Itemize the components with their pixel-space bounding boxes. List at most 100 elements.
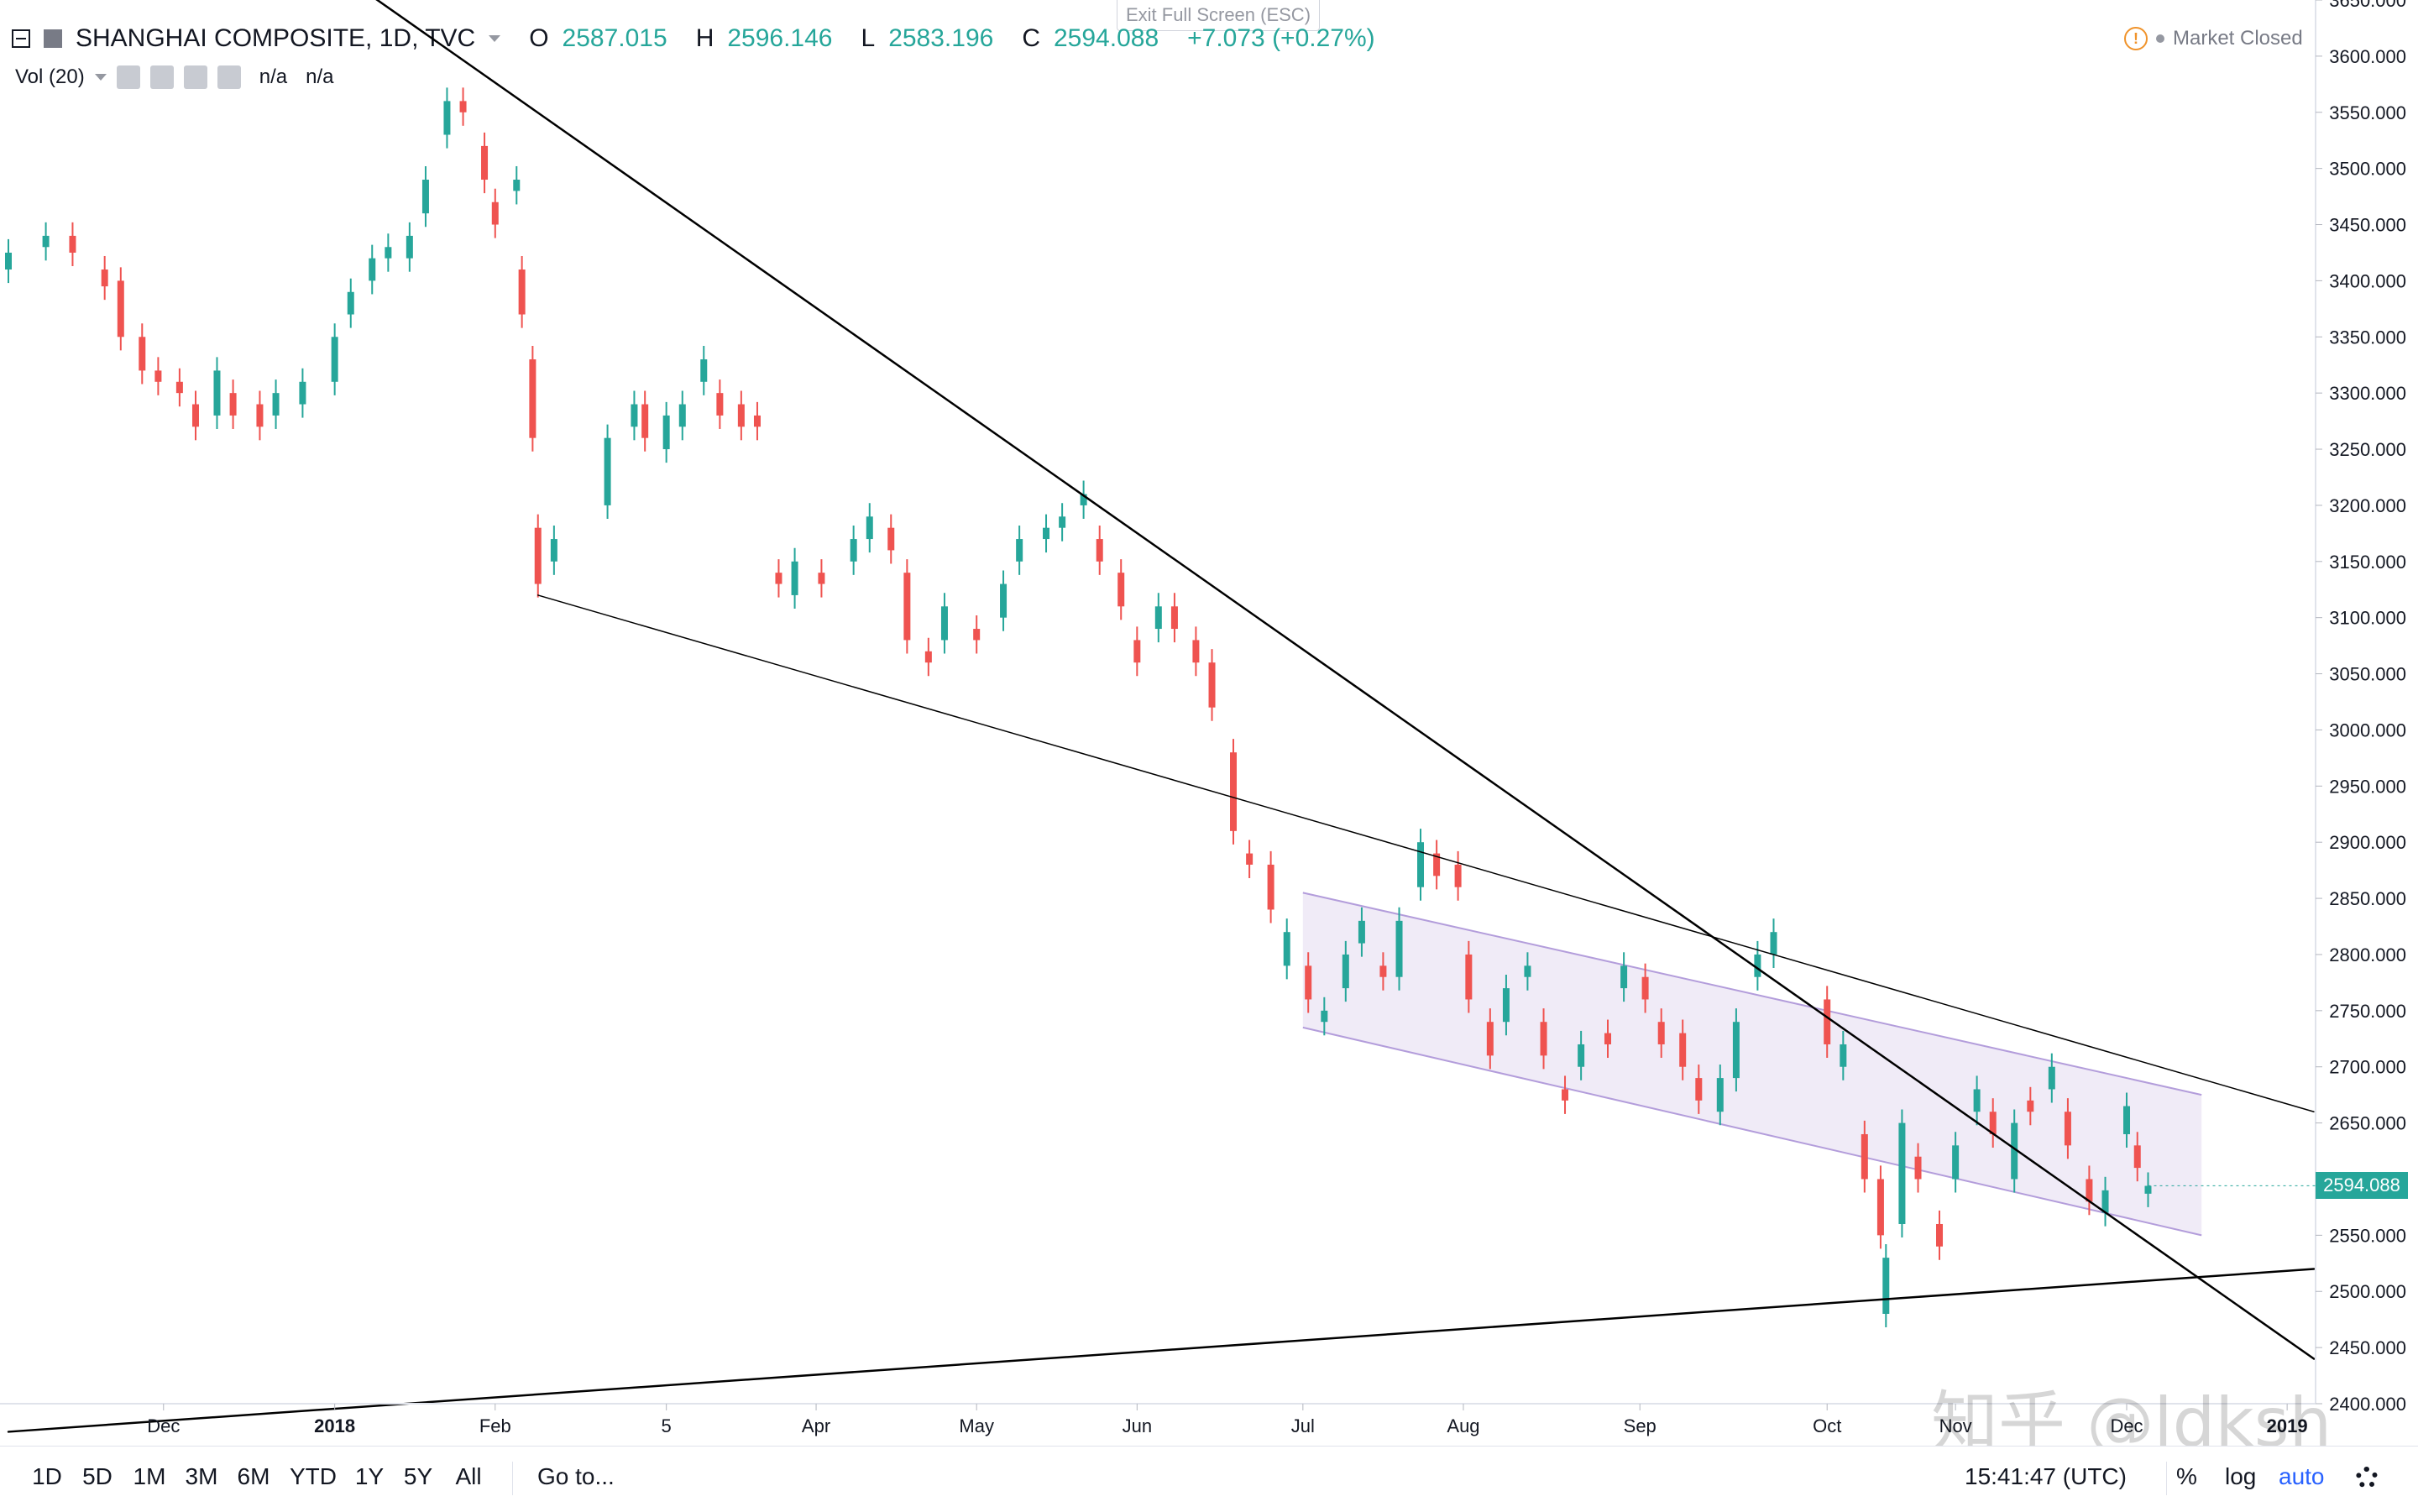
candle-body: [1043, 527, 1050, 540]
candle-body: [1192, 640, 1200, 663]
time-tick-label: Dec: [147, 1415, 180, 1436]
range-1d-button[interactable]: 1D: [32, 1463, 62, 1489]
close-value: 2594.088: [1054, 24, 1159, 52]
candle-body: [1716, 1078, 1724, 1112]
range-all-button[interactable]: All: [455, 1463, 482, 1489]
candle-body: [347, 291, 354, 315]
candle-body: [1454, 864, 1462, 887]
candle-body: [5, 252, 12, 270]
candle-body: [1540, 1022, 1547, 1056]
candle-body: [534, 527, 542, 584]
time-tick-label: 2019: [2267, 1415, 2308, 1436]
chevron-down-icon[interactable]: [94, 74, 107, 81]
volume-legend: Vol (20) n/a n/a: [15, 62, 333, 92]
candle-body: [229, 393, 237, 416]
time-tick-label: Feb: [479, 1415, 511, 1436]
percent-scale-toggle[interactable]: %: [2176, 1463, 2197, 1489]
candle-body: [256, 404, 264, 427]
candle-body: [1898, 1122, 1906, 1224]
range-5y-button[interactable]: 5Y: [403, 1463, 433, 1489]
candle-body: [1016, 539, 1023, 562]
range-1y-button[interactable]: 1Y: [354, 1463, 385, 1489]
close-icon[interactable]: [217, 65, 241, 89]
range-6m-button[interactable]: 6M: [237, 1463, 270, 1489]
price-tick-label: 3600.000: [2329, 46, 2406, 67]
gear-icon[interactable]: [2356, 1467, 2378, 1488]
volume-label[interactable]: Vol (20): [15, 65, 85, 88]
candle-body: [866, 516, 873, 540]
price-tick-label: 2850.000: [2329, 888, 2406, 909]
candle-body: [1080, 494, 1087, 505]
goto-date-button[interactable]: Go to...: [537, 1463, 615, 1489]
price-tick-label: 3000.000: [2329, 719, 2406, 740]
channel-bottom-line: [1302, 1026, 2202, 1237]
price-tick-label: 3250.000: [2329, 439, 2406, 460]
candle-body: [459, 101, 467, 112]
candle-body: [1379, 965, 1387, 977]
candle-body: [117, 280, 124, 337]
price-tick-label: 2450.000: [2329, 1337, 2406, 1358]
time-tick-label: Jun: [1123, 1415, 1152, 1436]
collapse-icon[interactable]: [12, 29, 30, 48]
eye-icon[interactable]: [116, 65, 140, 89]
close-label: C: [1022, 24, 1040, 52]
range-5d-button[interactable]: 5D: [82, 1463, 113, 1489]
price-tick-label: 3550.000: [2329, 102, 2406, 123]
candle-body: [1208, 662, 1216, 708]
range-1m-button[interactable]: 1M: [133, 1463, 166, 1489]
candle-body: [2123, 1106, 2131, 1134]
chevron-down-icon[interactable]: [489, 35, 501, 42]
low-value: 2583.196: [888, 24, 994, 52]
toolbar-divider: [512, 1462, 513, 1495]
candle-body: [1989, 1112, 1997, 1134]
candle-body: [1154, 606, 1162, 630]
price-chart[interactable]: 2400.0002450.0002500.0002550.0002600.000…: [0, 0, 2418, 1444]
candle-body: [1882, 1258, 1890, 1314]
candle-body: [1578, 1044, 1585, 1067]
candle-body: [550, 539, 557, 562]
candle-body: [154, 370, 162, 382]
candle-body: [1679, 1033, 1687, 1067]
market-status-label: Market Closed: [2173, 27, 2303, 50]
candle-body: [1973, 1089, 1981, 1112]
candle-body: [791, 561, 798, 595]
candle-body: [2027, 1100, 2034, 1112]
log-scale-toggle[interactable]: log: [2225, 1463, 2257, 1489]
add-icon[interactable]: [183, 65, 207, 89]
market-status[interactable]: ! Market Closed: [2124, 22, 2303, 55]
candle-body: [1000, 583, 1008, 618]
flag-icon[interactable]: [44, 29, 62, 48]
candle-body: [1754, 954, 1761, 977]
candle-body: [369, 258, 376, 281]
auto-scale-toggle[interactable]: auto: [2279, 1463, 2325, 1489]
price-tick-label: 2950.000: [2329, 776, 2406, 797]
candle-body: [272, 393, 280, 416]
price-tick-label: 2550.000: [2329, 1225, 2406, 1246]
candle-body: [2048, 1066, 2055, 1090]
candle-body: [1861, 1133, 1868, 1180]
price-tick-label: 2500.000: [2329, 1281, 2406, 1302]
candle-body: [1502, 988, 1510, 1023]
exit-fullscreen-button[interactable]: Exit Full Screen (ESC): [1117, 0, 1320, 31]
candle-body: [1133, 640, 1141, 663]
price-tick-label: 3100.000: [2329, 608, 2406, 629]
price-tick-label: 2700.000: [2329, 1057, 2406, 1078]
candle-body: [678, 404, 686, 427]
price-tick-label: 2400.000: [2329, 1394, 2406, 1415]
candle-body: [529, 359, 536, 438]
candle-body: [1230, 752, 1238, 831]
symbol-title[interactable]: SHANGHAI COMPOSITE, 1D, TVC: [76, 24, 476, 52]
candle-body: [1059, 516, 1066, 528]
candle-body: [1096, 539, 1103, 562]
settings-icon[interactable]: [149, 65, 174, 89]
candle-body: [1840, 1044, 1847, 1067]
candle-body: [1321, 1010, 1328, 1023]
trendline: [537, 594, 2315, 1112]
range-ytd-button[interactable]: YTD: [290, 1463, 337, 1489]
utc-clock[interactable]: 15:41:47 (UTC): [1965, 1463, 2127, 1489]
price-tick-label: 3200.000: [2329, 495, 2406, 516]
range-3m-button[interactable]: 3M: [185, 1463, 218, 1489]
time-tick-label: Apr: [802, 1415, 830, 1436]
trendline: [7, 1268, 2316, 1433]
